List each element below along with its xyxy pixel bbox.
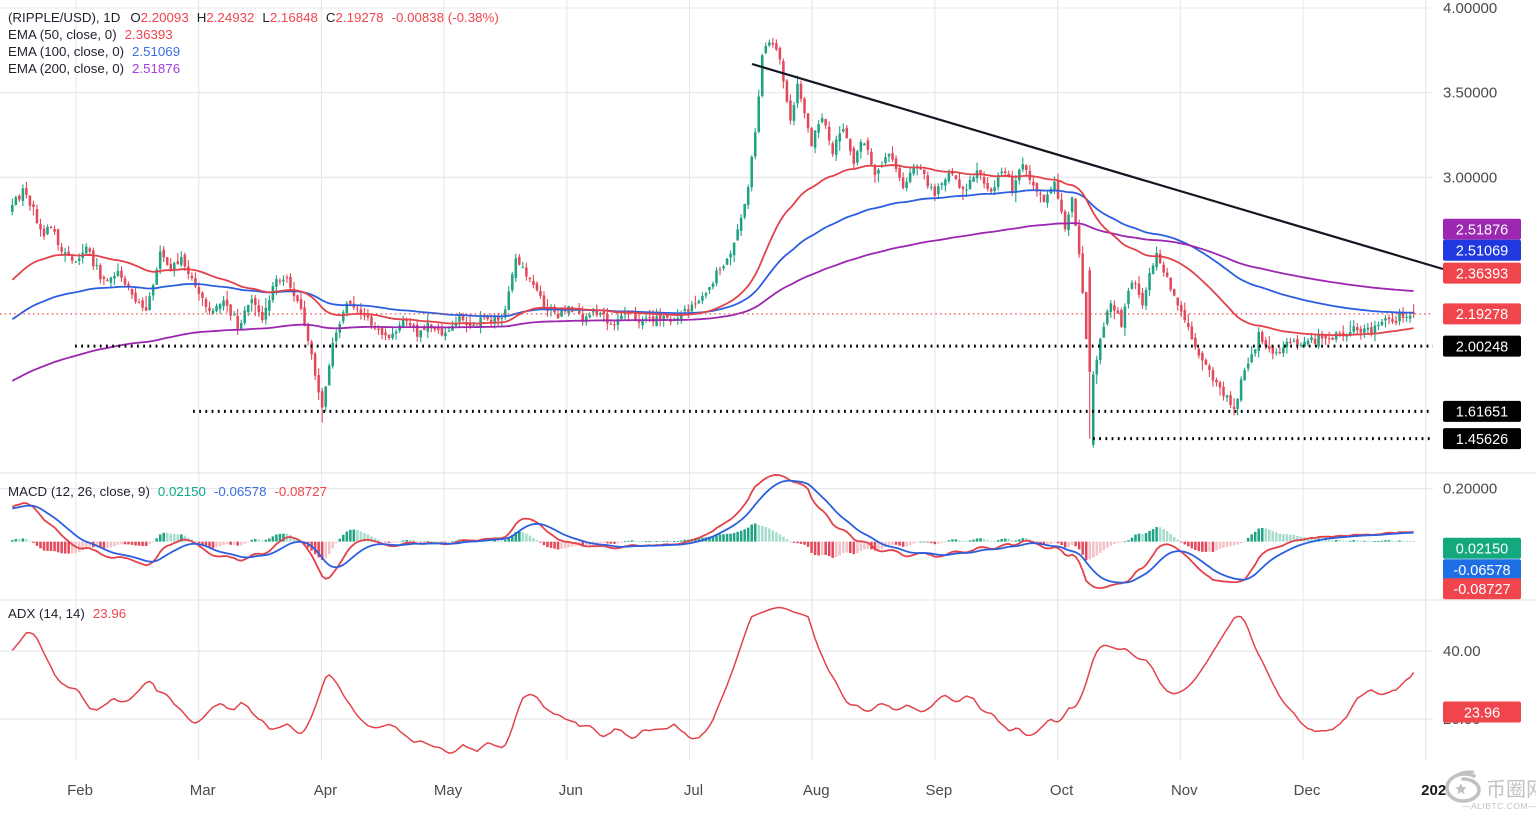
svg-text:2.19278: 2.19278 — [1456, 307, 1508, 323]
svg-text:Mar: Mar — [190, 782, 216, 799]
svg-text:23.96: 23.96 — [1464, 705, 1500, 721]
svg-text:2.51876: 2.51876 — [1456, 223, 1508, 239]
svg-text:0.20000: 0.20000 — [1443, 481, 1497, 498]
svg-text:1.61651: 1.61651 — [1456, 405, 1508, 421]
svg-text:EMA (100, close, 0)2.51069: EMA (100, close, 0) 2.51069 — [8, 44, 180, 59]
svg-text:2.51069: 2.51069 — [1456, 244, 1508, 260]
svg-text:3.50000: 3.50000 — [1443, 85, 1497, 102]
svg-text:Jul: Jul — [684, 782, 703, 799]
svg-text:0.02150: 0.02150 — [1456, 542, 1508, 558]
svg-text:Dec: Dec — [1294, 782, 1321, 799]
svg-text:—ALIBTC.COM—: —ALIBTC.COM— — [1462, 801, 1536, 811]
svg-text:MACD (12, 26, close, 9)0.02150: MACD (12, 26, close, 9) 0.02150 -0.06578 -0… — [8, 484, 327, 499]
svg-text:Oct: Oct — [1050, 782, 1074, 799]
svg-text:EMA (200, close, 0)2.51876: EMA (200, close, 0) 2.51876 — [8, 61, 180, 76]
svg-text:2.36393: 2.36393 — [1456, 266, 1508, 282]
svg-text:Feb: Feb — [67, 782, 93, 799]
svg-text:ADX (14, 14)23.96: ADX (14, 14) 23.96 — [8, 606, 126, 621]
svg-text:Jun: Jun — [559, 782, 583, 799]
svg-text:-0.08727: -0.08727 — [1453, 582, 1510, 598]
svg-text:May: May — [434, 782, 463, 799]
svg-text:Nov: Nov — [1171, 782, 1198, 799]
svg-text:Sep: Sep — [926, 782, 953, 799]
svg-text:2.00248: 2.00248 — [1456, 339, 1508, 355]
svg-text:1.45626: 1.45626 — [1456, 432, 1508, 448]
svg-text:EMA (50, close, 0)2.36393: EMA (50, close, 0) 2.36393 — [8, 27, 173, 42]
svg-text:-0.06578: -0.06578 — [1453, 563, 1510, 579]
svg-text:币圈网: 币圈网 — [1486, 778, 1536, 801]
svg-text:4.00000: 4.00000 — [1443, 0, 1497, 17]
svg-text:3.00000: 3.00000 — [1443, 169, 1497, 186]
svg-text:Aug: Aug — [803, 782, 830, 799]
svg-text:40.00: 40.00 — [1443, 643, 1481, 660]
svg-text:202: 202 — [1421, 782, 1446, 799]
svg-text:Apr: Apr — [314, 782, 337, 799]
